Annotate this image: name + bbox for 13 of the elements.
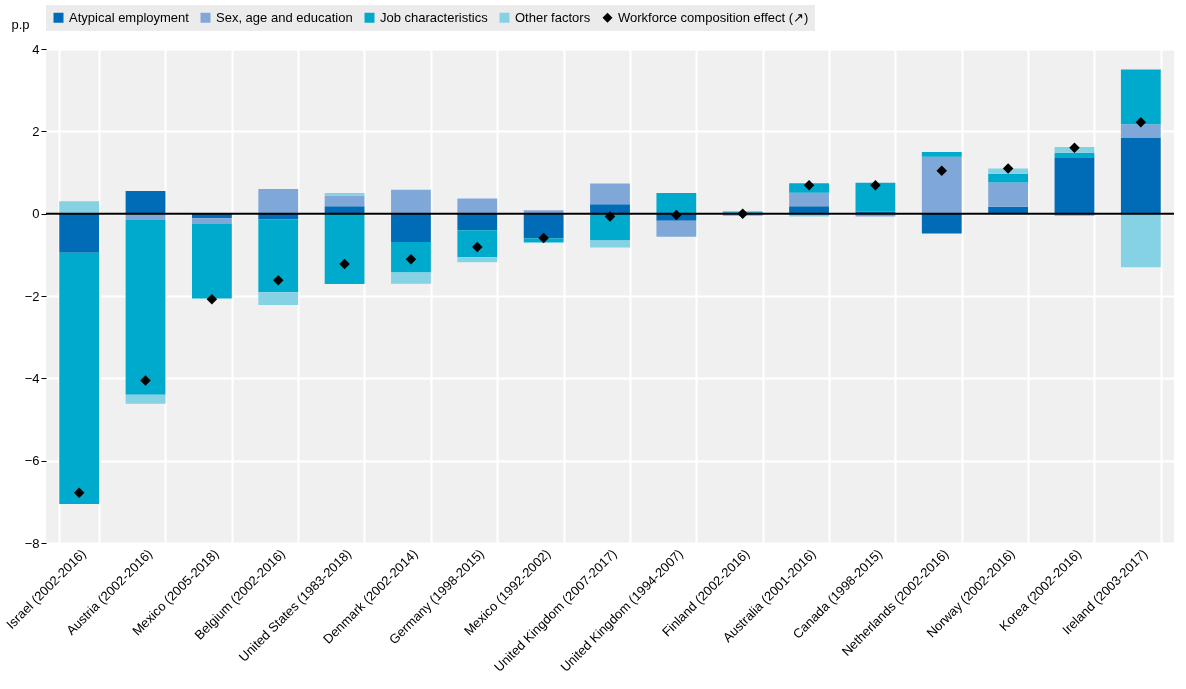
- y-axis-title: p.p: [11, 16, 30, 32]
- legend-label: Atypical employment: [69, 9, 190, 25]
- y-tick-label: 2: [32, 123, 40, 139]
- legend-label: Workforce composition effect (↗): [618, 9, 809, 25]
- y-tick-label: −8: [24, 535, 40, 551]
- legend-label: Other factors: [515, 9, 591, 25]
- y-tick-label: 4: [32, 41, 40, 57]
- legend-label: Sex, age and education: [216, 9, 353, 25]
- y-tick-label: −2: [24, 288, 40, 304]
- y-tick-label: −4: [24, 370, 40, 386]
- y-tick-label: −6: [24, 453, 40, 469]
- y-tick-label: 0: [32, 206, 40, 222]
- legend-label: Job characteristics: [380, 9, 489, 25]
